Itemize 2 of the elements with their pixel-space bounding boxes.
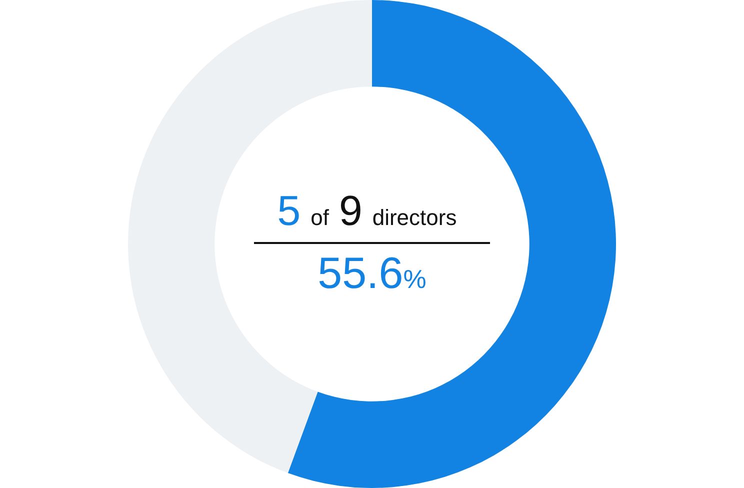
text: 55.6% — [316, 249, 428, 298]
text: 5 of 9 directors — [277, 187, 457, 234]
